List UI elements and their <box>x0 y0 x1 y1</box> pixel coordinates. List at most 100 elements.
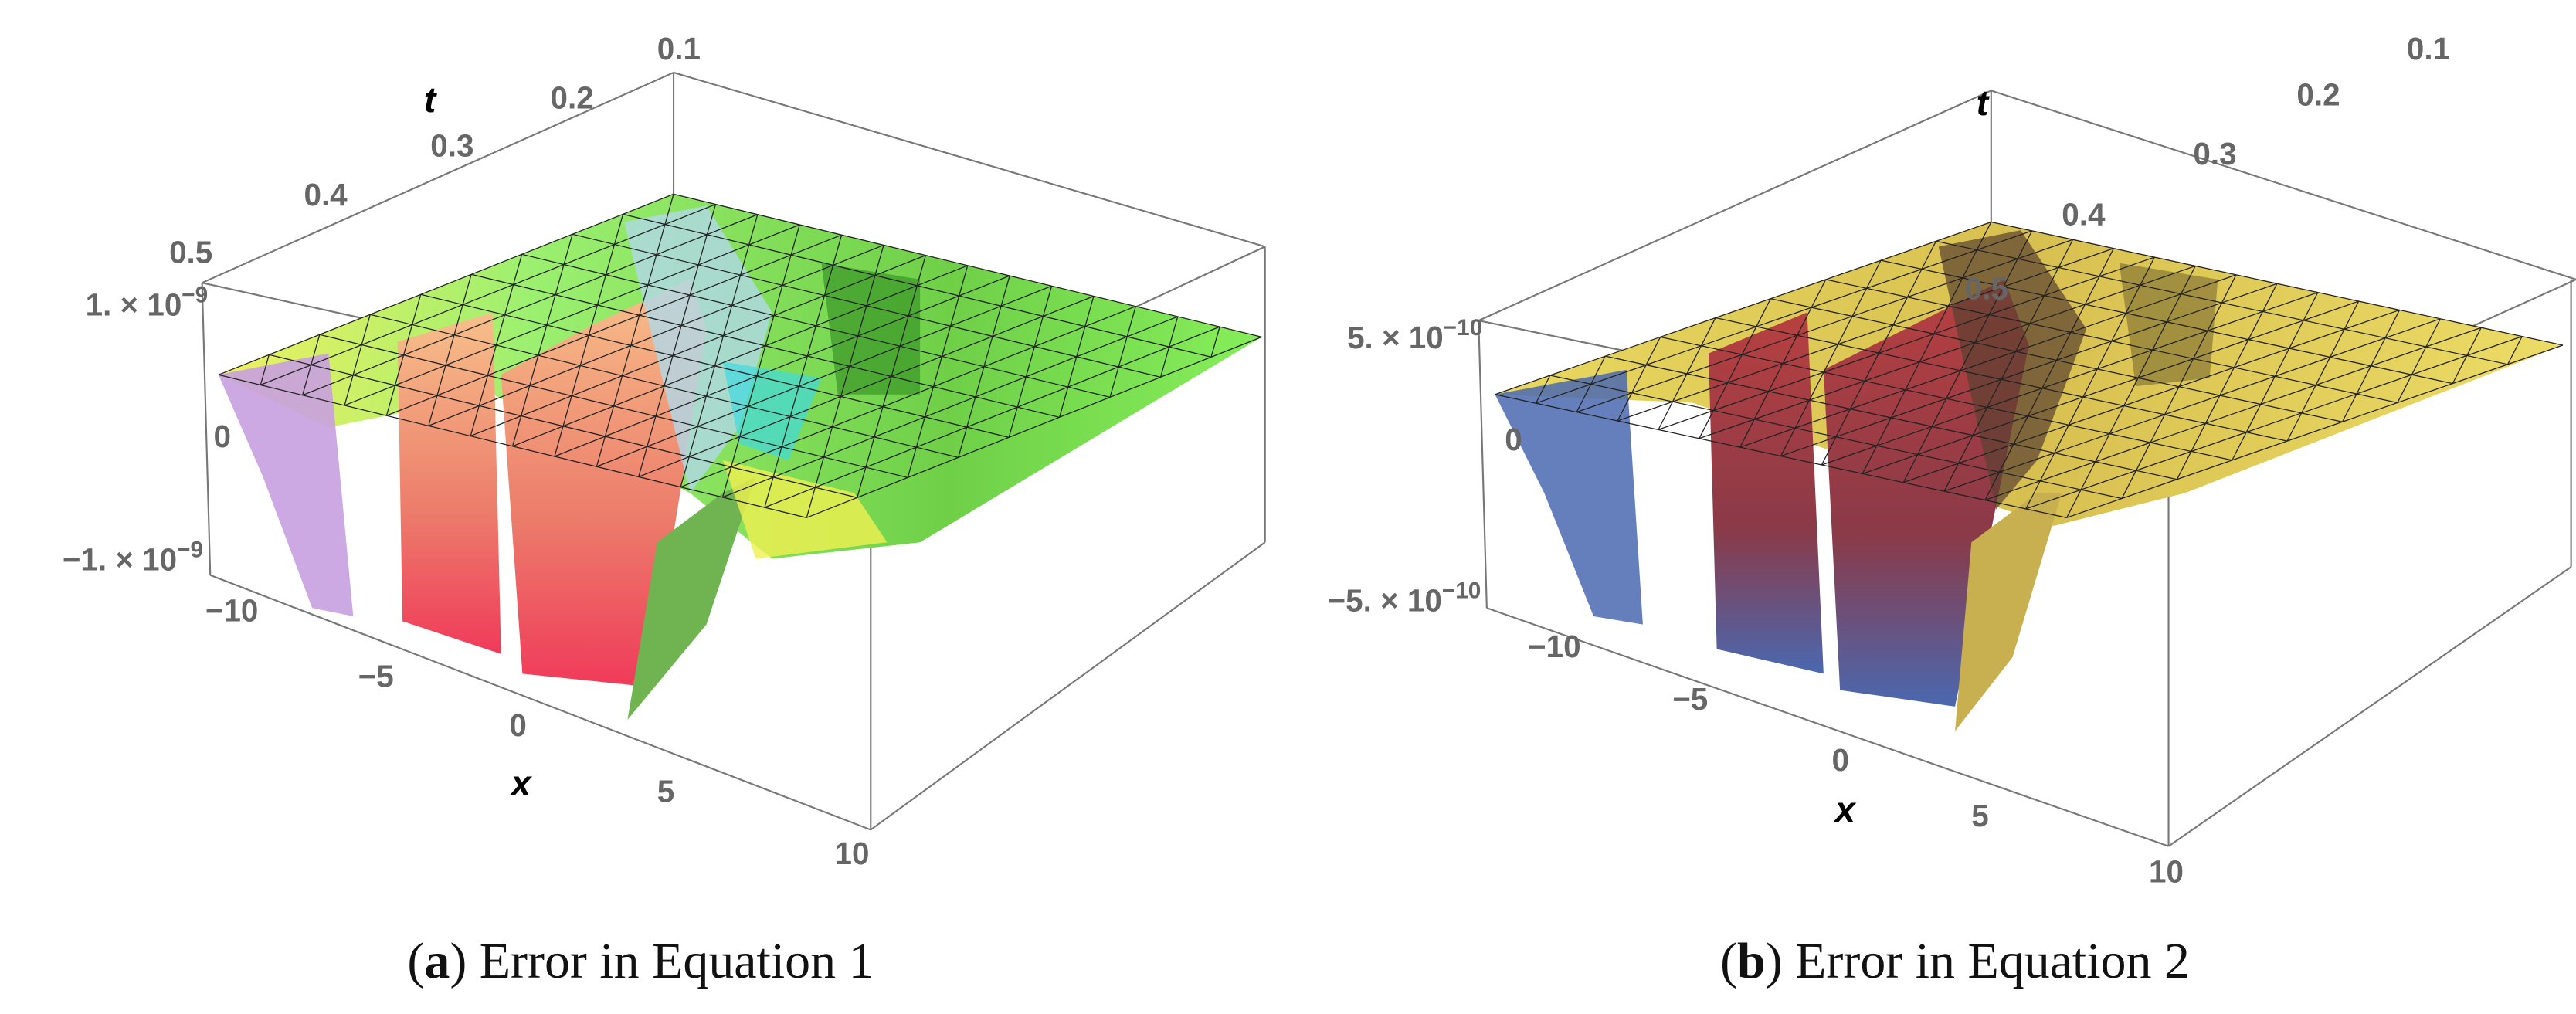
mesh-line <box>2452 355 2468 384</box>
mesh-line <box>782 255 792 286</box>
mesh-line <box>1864 352 1880 382</box>
z-tick: 0 <box>1505 422 1522 457</box>
mesh-line <box>2001 351 2017 380</box>
mesh-line <box>302 214 759 396</box>
mesh-line <box>638 295 1095 478</box>
mesh-line <box>2025 336 2523 510</box>
mesh-line <box>613 375 623 406</box>
mesh-line <box>512 254 523 285</box>
mesh-line <box>2003 258 2018 287</box>
mesh-line <box>2262 283 2278 312</box>
t-tick: 0.1 <box>2407 31 2450 66</box>
mesh-line <box>2125 284 2141 314</box>
z-axis-ticks: 1. × 10−9 0 −1. × 10−9 <box>63 283 231 578</box>
mesh-line <box>1862 445 1878 474</box>
mesh-line <box>773 285 783 316</box>
mesh-line <box>882 376 892 407</box>
mesh-line <box>781 416 791 447</box>
mesh-line <box>1686 345 1702 375</box>
mesh-line <box>2095 433 2110 463</box>
mesh-line <box>1658 401 1674 430</box>
mesh-line <box>706 204 717 235</box>
t-tick: 0.2 <box>2296 76 2340 112</box>
mesh-line <box>1617 392 1633 422</box>
mesh-line <box>806 336 1262 518</box>
mesh-line <box>688 426 698 457</box>
mesh-line <box>722 316 1178 498</box>
mesh-line <box>453 304 463 335</box>
mesh-line <box>361 314 371 345</box>
mesh-line <box>790 224 800 256</box>
mesh-line <box>1169 316 1179 348</box>
mesh-line <box>2370 337 2386 367</box>
mesh-line <box>436 365 446 396</box>
mesh-line <box>1025 346 1035 378</box>
mesh-line <box>1753 391 1770 420</box>
mesh-line <box>1947 277 1963 307</box>
mesh-line <box>2204 395 2221 424</box>
mesh-line <box>865 436 875 468</box>
mesh-line <box>2233 339 2249 368</box>
mesh-line <box>1495 221 1992 395</box>
mesh-line <box>1811 279 1827 308</box>
mesh-line <box>428 244 884 426</box>
x-tick: 10 <box>834 836 869 871</box>
mesh-line <box>1576 384 1592 412</box>
mesh-line <box>2121 470 2137 499</box>
mesh-line <box>260 203 716 386</box>
mesh-line <box>2341 393 2357 422</box>
mesh-line <box>487 344 497 376</box>
mesh-line <box>823 265 834 296</box>
x-tick: 0 <box>509 707 526 743</box>
t-tick: 0.1 <box>657 31 701 66</box>
mesh-line <box>1862 300 2359 474</box>
mesh-line <box>2014 323 2031 352</box>
mesh-line <box>1739 419 1755 448</box>
mesh-line <box>512 265 968 447</box>
mesh-line <box>1084 296 1095 327</box>
t-tick: 0.2 <box>551 80 594 116</box>
mesh-line <box>1821 436 1837 466</box>
mesh-line <box>1902 309 2400 483</box>
mesh-line <box>908 285 918 317</box>
mesh-line <box>1699 265 2196 439</box>
mesh-line <box>1756 298 1771 327</box>
mesh-line <box>302 365 312 395</box>
mesh-line <box>748 375 758 407</box>
mesh-line <box>823 426 833 458</box>
mesh-line <box>1933 305 1949 334</box>
x-axis-label: x <box>508 763 532 803</box>
mesh-line <box>2070 304 2086 333</box>
mesh-line <box>2286 412 2303 442</box>
mesh-line <box>2041 360 2057 388</box>
mesh-line <box>2027 388 2043 417</box>
mesh-line <box>731 275 742 306</box>
mesh-line <box>604 405 615 437</box>
surface-mesh <box>1495 221 2564 518</box>
mesh-line <box>1946 370 1961 399</box>
mesh-line <box>1876 417 1892 446</box>
z-tick: −5. × 10−10 <box>1328 578 1481 619</box>
mesh-line <box>462 274 472 305</box>
mesh-line <box>740 244 750 276</box>
mesh-line <box>772 446 782 478</box>
mesh-line <box>765 315 775 346</box>
mesh-line <box>2039 453 2055 482</box>
mesh-line <box>907 446 917 478</box>
mesh-line <box>1067 356 1078 388</box>
mesh-line <box>647 254 657 286</box>
mesh-line <box>866 275 876 307</box>
mesh-line <box>915 416 925 448</box>
mesh-line <box>1727 354 1743 383</box>
mesh-line <box>2166 293 2182 323</box>
mesh-line <box>849 335 859 367</box>
mesh-line <box>2043 267 2059 296</box>
mesh-line <box>680 306 1136 488</box>
x-tick: 10 <box>2149 853 2184 889</box>
mesh-line <box>1986 379 2002 408</box>
mesh-line <box>2330 328 2345 358</box>
mesh-line <box>714 335 725 366</box>
mesh-line <box>1797 307 1812 336</box>
mesh-line <box>2054 425 2069 453</box>
mesh-line <box>798 355 808 387</box>
